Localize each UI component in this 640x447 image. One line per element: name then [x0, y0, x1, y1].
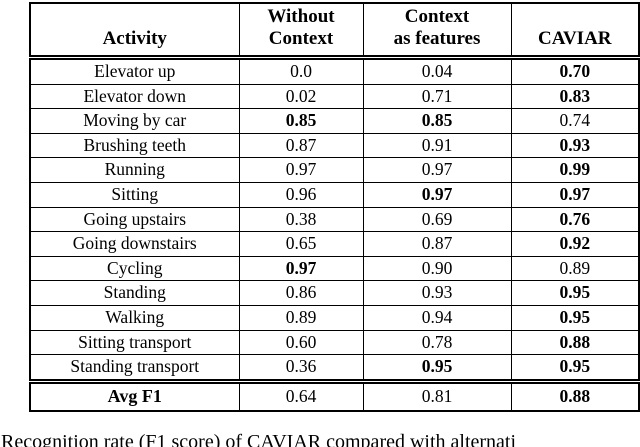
- value-cell: 0.71: [362, 83, 512, 110]
- value-cell: 0.78: [362, 329, 512, 356]
- table-row: Running 0.97 0.97 0.99: [29, 157, 640, 183]
- value-cell: 0.69: [362, 206, 512, 233]
- value-cell: 0.38: [238, 206, 364, 233]
- activity-cell: Sitting: [29, 181, 240, 208]
- activity-cell: Sitting transport: [29, 329, 240, 356]
- col-header-caviar: CAVIAR: [510, 2, 640, 60]
- value-cell: 0.70: [510, 57, 640, 85]
- value-cell: 0.36: [238, 354, 364, 382]
- table-row: Walking 0.89 0.94 0.95: [29, 304, 640, 331]
- col-header-without-context: Without Context: [238, 2, 364, 60]
- value-cell: 0.83: [510, 83, 640, 110]
- value-cell: 0.87: [362, 231, 512, 257]
- table-body: Elevator up 0.0 0.04 0.70 Elevator down 0.02 0…: [29, 57, 640, 382]
- activity-cell: Brushing teeth: [29, 132, 240, 159]
- activity-cell: Cycling: [29, 255, 240, 282]
- table-row: Standing transport 0.36 0.95 0.95: [29, 354, 640, 382]
- header-row: Activity Without Context Context as feat…: [29, 2, 640, 60]
- activity-cell: Going downstairs: [29, 231, 240, 257]
- value-cell: 0.91: [362, 132, 512, 159]
- value-cell: 0.96: [238, 181, 364, 208]
- footer-row: Avg F1 0.64 0.81 0.88: [29, 378, 640, 412]
- value-cell: 0.02: [238, 83, 364, 110]
- table-row: Sitting transport 0.60 0.78 0.88: [29, 329, 640, 356]
- value-cell: 0.04: [362, 57, 512, 85]
- value-cell: 0.95: [362, 354, 512, 382]
- activity-cell: Elevator down: [29, 83, 240, 110]
- footer-value-cell: 0.88: [510, 378, 640, 412]
- value-cell: 0.89: [510, 255, 640, 282]
- value-cell: 0.97: [362, 181, 512, 208]
- activity-cell: Running: [29, 157, 240, 183]
- col-header-context-as-features: Context as features: [362, 2, 512, 60]
- value-cell: 0.85: [238, 108, 364, 134]
- value-cell: 0.97: [238, 157, 364, 183]
- table-row: Sitting 0.96 0.97 0.97: [29, 181, 640, 208]
- value-cell: 0.74: [510, 108, 640, 134]
- footer-label: Avg F1: [29, 378, 240, 412]
- col-header-activity: Activity: [29, 2, 240, 60]
- value-cell: 0.97: [362, 157, 512, 183]
- footer-value-cell: 0.64: [238, 378, 364, 412]
- value-cell: 0.95: [510, 354, 640, 382]
- value-cell: 0.95: [510, 304, 640, 331]
- table-row: Cycling 0.97 0.90 0.89: [29, 255, 640, 282]
- table-row: Standing 0.86 0.93 0.95: [29, 280, 640, 306]
- value-cell: 0.95: [510, 280, 640, 306]
- value-cell: 0.76: [510, 206, 640, 233]
- table-row: Going downstairs 0.65 0.87 0.92: [29, 231, 640, 257]
- table-row: Brushing teeth 0.87 0.91 0.93: [29, 132, 640, 159]
- results-table: Activity Without Context Context as feat…: [29, 2, 640, 412]
- table-row: Elevator up 0.0 0.04 0.70: [29, 57, 640, 85]
- activity-cell: Standing transport: [29, 354, 240, 382]
- value-cell: 0.94: [362, 304, 512, 331]
- activity-cell: Moving by car: [29, 108, 240, 134]
- figure-caption: Recognition rate (F1 score) of CAVIAR co…: [1, 431, 517, 447]
- value-cell: 0.65: [238, 231, 364, 257]
- value-cell: 0.90: [362, 255, 512, 282]
- value-cell: 0.85: [362, 108, 512, 134]
- value-cell: 0.97: [238, 255, 364, 282]
- value-cell: 0.87: [238, 132, 364, 159]
- value-cell: 0.99: [510, 157, 640, 183]
- value-cell: 0.60: [238, 329, 364, 356]
- table-row: Moving by car 0.85 0.85 0.74: [29, 108, 640, 134]
- activity-cell: Elevator up: [29, 57, 240, 85]
- activity-cell: Going upstairs: [29, 206, 240, 233]
- value-cell: 0.93: [510, 132, 640, 159]
- table-row: Elevator down 0.02 0.71 0.83: [29, 83, 640, 110]
- activity-cell: Standing: [29, 280, 240, 306]
- footer-value-cell: 0.81: [362, 378, 512, 412]
- table-row: Going upstairs 0.38 0.69 0.76: [29, 206, 640, 233]
- value-cell: 0.92: [510, 231, 640, 257]
- activity-cell: Walking: [29, 304, 240, 331]
- value-cell: 0.86: [238, 280, 364, 306]
- value-cell: 0.93: [362, 280, 512, 306]
- value-cell: 0.89: [238, 304, 364, 331]
- value-cell: 0.0: [238, 57, 364, 85]
- value-cell: 0.88: [510, 329, 640, 356]
- value-cell: 0.97: [510, 181, 640, 208]
